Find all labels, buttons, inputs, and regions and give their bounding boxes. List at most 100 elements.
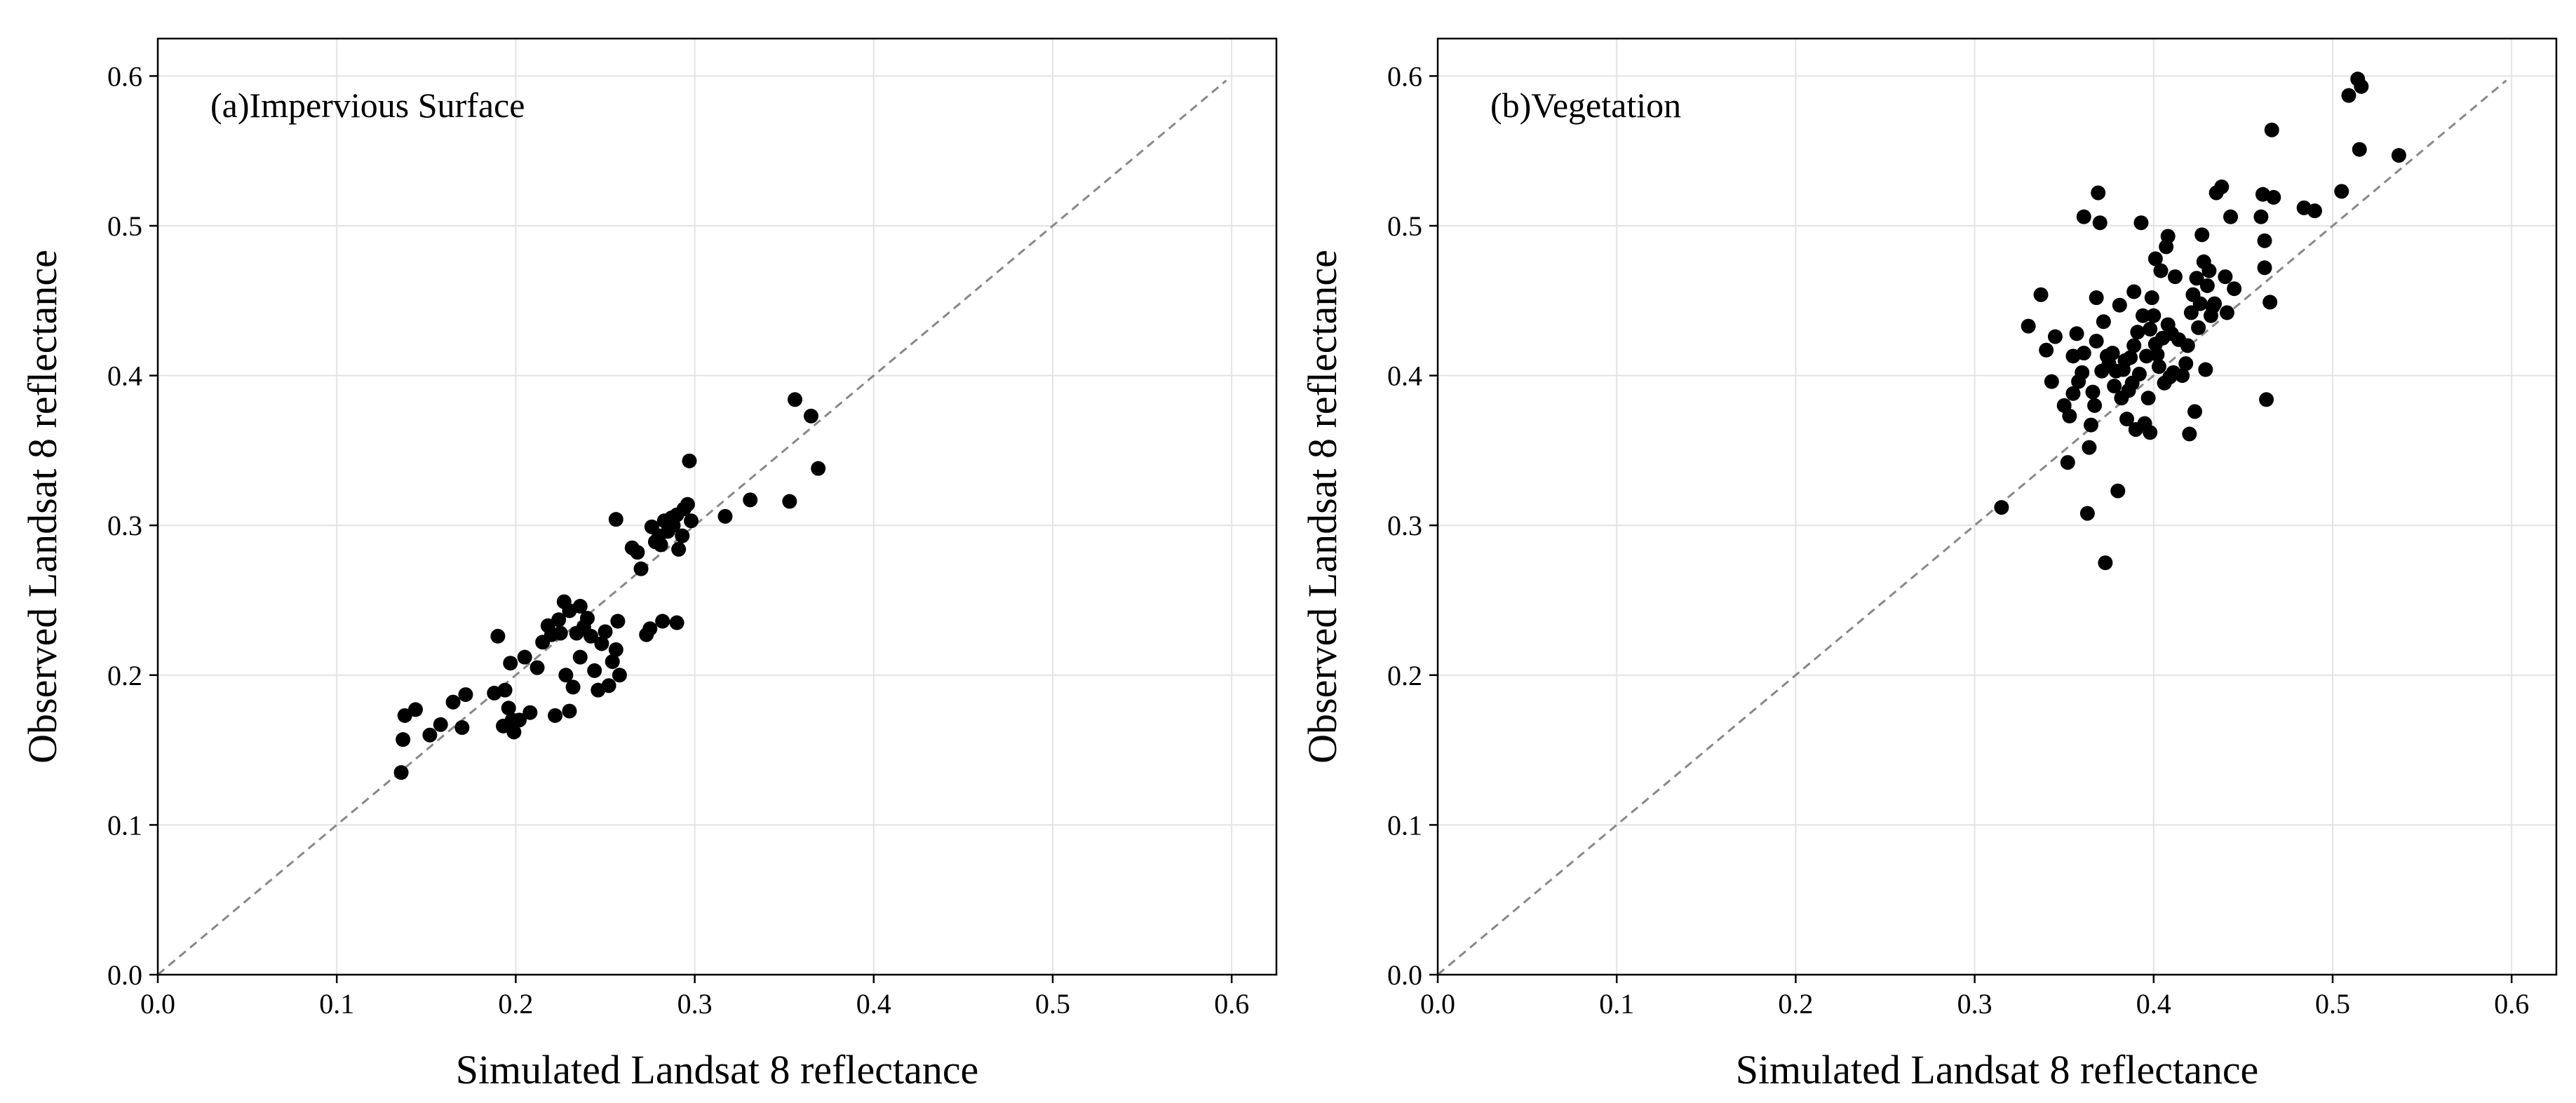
- y-tick-label: 0.1: [1387, 809, 1422, 841]
- y-axis-title: Observed Landsat 8 reflectance: [1300, 250, 1345, 764]
- x-tick-label: 0.2: [1778, 988, 1813, 1020]
- data-point: [2131, 366, 2147, 381]
- data-point: [2150, 347, 2165, 363]
- data-point: [2307, 203, 2322, 219]
- data-point: [2110, 483, 2126, 499]
- data-point: [671, 541, 687, 557]
- data-point: [630, 545, 645, 560]
- data-point: [2135, 308, 2150, 323]
- data-point: [506, 724, 522, 740]
- data-point: [2098, 555, 2113, 571]
- data-point: [680, 496, 695, 512]
- y-tick-label: 0.1: [107, 809, 142, 841]
- data-point: [2198, 362, 2213, 377]
- data-point: [1994, 500, 2009, 515]
- data-point: [2182, 426, 2197, 442]
- one-to-one-reference-line: [157, 79, 1227, 976]
- data-point: [2187, 404, 2202, 419]
- data-point: [598, 624, 613, 640]
- chart-panel-vegetation: 0.0 0.1 0.2 0.3 0.4 0.5 0.6 0.0 0.1 0.2 0.3 0.4 0.5…: [1300, 37, 2558, 1092]
- data-point: [2334, 184, 2349, 199]
- data-point: [2021, 318, 2036, 334]
- data-point: [393, 765, 409, 780]
- data-points: [1994, 72, 2406, 571]
- data-point: [2130, 325, 2145, 340]
- data-point: [2105, 346, 2120, 361]
- data-point: [2075, 365, 2090, 380]
- data-point: [2085, 384, 2100, 400]
- data-point: [653, 537, 668, 553]
- data-point: [458, 687, 473, 703]
- y-tick-label: 0.6: [107, 60, 142, 92]
- panel-title: (b)Vegetation: [1490, 86, 1681, 125]
- x-tick-label: 0.6: [2494, 988, 2529, 1020]
- x-axis-title: Simulated Landsat 8 reflectance: [1736, 1047, 2259, 1092]
- y-tick-label: 0.3: [107, 510, 142, 541]
- data-point: [2033, 287, 2049, 302]
- data-point: [551, 612, 567, 628]
- y-axis-ticks: 0.0 0.1 0.2 0.3 0.4 0.5 0.6: [1387, 60, 1438, 991]
- data-point: [2219, 305, 2234, 320]
- data-point: [572, 599, 588, 614]
- y-tick-label: 0.2: [107, 660, 142, 691]
- data-point: [2199, 278, 2215, 293]
- data-point: [2223, 209, 2239, 224]
- data-point: [612, 668, 627, 683]
- data-point: [2218, 269, 2233, 285]
- x-axis-title: Simulated Landsat 8 reflectance: [456, 1047, 979, 1092]
- data-point: [2227, 281, 2242, 297]
- data-point: [2201, 263, 2217, 278]
- data-point: [433, 717, 448, 732]
- x-tick-label: 0.0: [1420, 988, 1455, 1020]
- y-tick-label: 0.4: [107, 360, 142, 392]
- plot-frame: [156, 37, 1278, 976]
- data-point: [517, 649, 532, 665]
- data-point: [608, 642, 623, 657]
- data-point: [2257, 233, 2272, 248]
- data-point: [2112, 297, 2127, 313]
- data-point: [2143, 425, 2158, 440]
- data-point: [2214, 179, 2230, 194]
- data-point: [2076, 209, 2091, 224]
- data-point: [2069, 326, 2084, 341]
- data-point: [803, 408, 818, 424]
- y-axis-ticks: 0.0 0.1 0.2 0.3 0.4 0.5 0.6: [107, 60, 158, 991]
- y-tick-label: 0.0: [107, 959, 142, 991]
- x-tick-label: 0.4: [2136, 988, 2171, 1020]
- x-tick-label: 0.3: [1957, 988, 1992, 1020]
- x-tick-label: 0.1: [319, 988, 354, 1020]
- data-point: [610, 614, 626, 629]
- data-point: [522, 705, 538, 720]
- data-point: [530, 660, 545, 675]
- data-point: [2352, 142, 2367, 157]
- data-point: [501, 701, 516, 716]
- data-point: [553, 625, 568, 641]
- x-tick-label: 0.5: [2315, 988, 2350, 1020]
- data-point: [407, 702, 423, 717]
- data-point: [2082, 440, 2097, 455]
- x-axis-ticks: 0.0 0.1 0.2 0.3 0.4 0.5 0.6: [140, 975, 1249, 1020]
- y-tick-label: 0.3: [1387, 510, 1422, 541]
- data-point: [2191, 320, 2206, 335]
- data-point: [565, 679, 581, 695]
- data-point: [2079, 506, 2095, 521]
- data-point: [717, 508, 733, 524]
- y-tick-label: 0.4: [1387, 360, 1422, 392]
- data-point: [2194, 227, 2210, 243]
- data-point: [2183, 305, 2199, 320]
- x-axis-ticks: 0.0 0.1 0.2 0.3 0.4 0.5 0.6: [1420, 975, 2529, 1020]
- data-point: [2126, 338, 2142, 353]
- data-point: [2119, 412, 2135, 427]
- data-point: [2087, 398, 2103, 413]
- x-tick-label: 0.3: [677, 988, 713, 1020]
- data-point: [2160, 229, 2176, 244]
- data-point: [2039, 342, 2054, 358]
- data-point: [2253, 209, 2269, 224]
- data-point: [2153, 263, 2169, 278]
- data-point: [2264, 122, 2279, 137]
- data-point: [558, 668, 574, 683]
- data-point: [669, 615, 685, 630]
- data-point: [2391, 148, 2406, 163]
- data-point: [683, 513, 699, 529]
- data-point: [2096, 314, 2111, 330]
